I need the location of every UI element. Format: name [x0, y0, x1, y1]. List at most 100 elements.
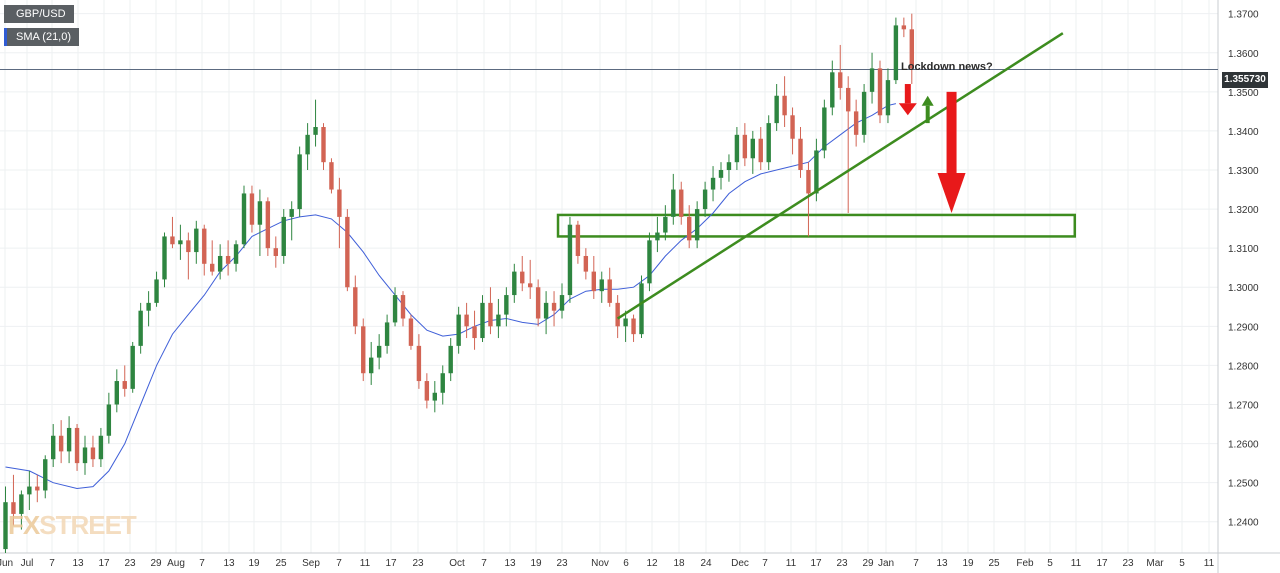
- y-tick-label: 1.2500: [1228, 479, 1259, 490]
- candle-body: [313, 127, 318, 135]
- candle-body: [806, 170, 811, 194]
- symbol-legend[interactable]: GBP/USD: [4, 5, 74, 23]
- candle-body: [742, 134, 748, 159]
- x-tick-label: 17: [385, 558, 397, 569]
- x-tick-label: 24: [700, 558, 712, 569]
- sma-legend[interactable]: SMA (21,0): [4, 28, 80, 46]
- y-tick-label: 1.3700: [1228, 10, 1259, 21]
- candle-body: [186, 240, 191, 253]
- candle-body: [655, 232, 660, 241]
- candle-body: [257, 201, 263, 225]
- candle-body: [551, 302, 557, 311]
- candle-body: [289, 209, 294, 217]
- candle-body: [631, 318, 636, 335]
- candle-body: [901, 25, 907, 30]
- candle-body: [138, 310, 143, 346]
- symbol-label: GBP/USD: [16, 8, 66, 20]
- candle-body: [583, 255, 589, 272]
- x-tick-label: 29: [862, 558, 874, 569]
- x-tick-label: Aug: [167, 558, 185, 569]
- x-tick-label: 11: [1204, 558, 1215, 569]
- candle-body: [106, 404, 112, 436]
- candle-body: [861, 91, 867, 135]
- x-tick-label: 12: [646, 558, 658, 569]
- candle-body: [877, 68, 883, 116]
- candle-body: [297, 154, 302, 210]
- candle-body: [846, 87, 851, 112]
- candle-body: [687, 216, 692, 241]
- x-tick-label: 19: [530, 558, 542, 569]
- candle-body: [384, 322, 390, 346]
- candle-body: [392, 295, 398, 323]
- small-down-arrow-head: [898, 103, 917, 116]
- candle-body: [43, 459, 48, 491]
- candle-body: [591, 271, 596, 292]
- support-zone-box: [556, 213, 1077, 238]
- candle-body: [528, 283, 533, 288]
- candle-body: [496, 314, 501, 327]
- candle-body: [58, 435, 64, 452]
- candle-body: [472, 326, 477, 339]
- candle-body: [647, 240, 652, 284]
- x-tick-label: Sep: [302, 558, 320, 569]
- candle-body: [273, 248, 278, 256]
- x-tick-label: Jul: [21, 558, 34, 569]
- x-tick-label: 19: [962, 558, 974, 569]
- x-tick-label: 13: [936, 558, 948, 569]
- last-price-tag: 1.355730: [1222, 72, 1268, 88]
- y-tick-label: 1.3300: [1228, 166, 1259, 177]
- candle-body: [504, 295, 509, 315]
- x-tick-label: 23: [836, 558, 848, 569]
- x-tick-label: 23: [124, 558, 136, 569]
- up-arrow-head: [921, 95, 934, 106]
- x-tick-label: 19: [248, 558, 260, 569]
- candle-body: [194, 228, 199, 253]
- sma-label: SMA (21,0): [16, 31, 72, 43]
- candle-body: [535, 287, 541, 319]
- candle-body: [671, 189, 676, 217]
- x-tick-label: 17: [810, 558, 822, 569]
- y-tick-label: 1.3100: [1228, 244, 1259, 255]
- candle-body: [408, 318, 414, 346]
- y-tick-label: 1.3600: [1228, 49, 1259, 60]
- candle-body: [329, 162, 334, 190]
- candle-body: [233, 244, 239, 264]
- candle-body: [400, 295, 406, 319]
- x-tick-label: 5: [1047, 558, 1053, 569]
- x-tick-label: Mar: [1146, 558, 1164, 569]
- candle-body: [98, 435, 104, 460]
- candle-body: [376, 345, 382, 358]
- candle-body: [114, 381, 119, 405]
- x-tick-label: 13: [72, 558, 84, 569]
- candle-body: [559, 295, 565, 311]
- x-tick-label: Oct: [449, 558, 465, 569]
- candle-body: [734, 134, 740, 163]
- x-tick-label: 23: [1122, 558, 1134, 569]
- candle-body: [66, 427, 72, 452]
- candle-body: [353, 287, 358, 327]
- candle-body: [146, 302, 151, 311]
- candle-body: [35, 486, 40, 491]
- x-tick-label: Feb: [1016, 558, 1034, 569]
- candle-body: [456, 314, 461, 346]
- x-tick-label: 17: [1096, 558, 1108, 569]
- candle-body: [822, 107, 827, 151]
- x-tick-label: 7: [913, 558, 919, 569]
- candle-body: [74, 427, 80, 464]
- x-tick-label: 7: [49, 558, 55, 569]
- candle-body: [11, 502, 16, 514]
- candle-body: [448, 345, 453, 374]
- candle-body: [281, 216, 286, 256]
- candle-body: [838, 72, 843, 88]
- candle-body: [575, 224, 581, 256]
- x-tick-label: 11: [786, 558, 797, 569]
- candle-body: [249, 193, 255, 225]
- x-tick-label: 23: [556, 558, 568, 569]
- candle-body: [909, 29, 914, 69]
- small-down-arrow-shaft: [904, 84, 911, 104]
- y-tick-label: 1.3200: [1228, 205, 1259, 216]
- candle-body: [599, 279, 604, 292]
- candle-body: [210, 263, 215, 272]
- candle-body: [337, 189, 342, 217]
